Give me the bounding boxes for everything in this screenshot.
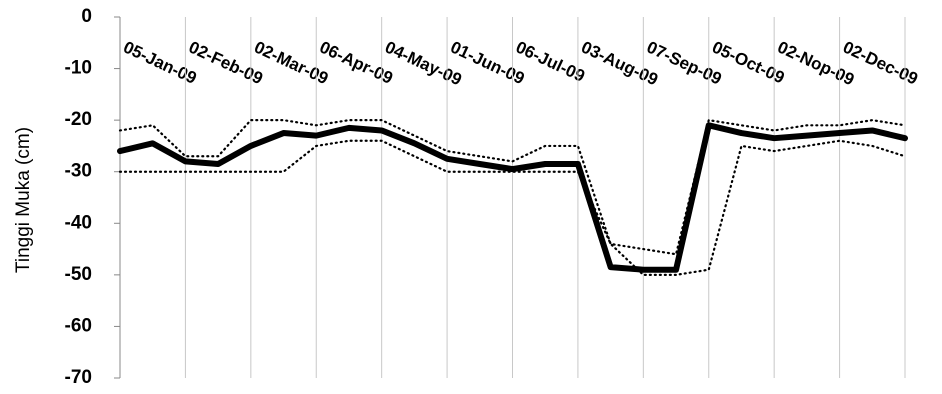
y-tick-label: -30 [65,161,92,182]
y-axis-label: Tinggi Muka (cm) [13,127,34,273]
y-tick-label: 0 [81,6,92,27]
x-tick-label: 05-Oct-09 [709,37,787,87]
dotted-line [118,119,907,256]
x-tick-label: 02-Feb-09 [186,37,266,88]
dotted-line [118,139,907,276]
x-tick-label: 06-Jul-09 [513,37,588,85]
y-tick-label: -20 [65,109,92,130]
x-tick-label: 06-Apr-09 [317,37,396,87]
series-line [117,122,908,273]
y-tick-label: -10 [65,58,92,79]
x-tick-label: 02-Mar-09 [251,37,331,88]
y-tick-label: -40 [65,212,92,233]
y-tick-label: -60 [65,315,92,336]
y-tick-label: -70 [65,367,92,388]
x-tick-label: 05-Jan-09 [120,37,199,87]
y-tick-label: -50 [65,264,92,285]
